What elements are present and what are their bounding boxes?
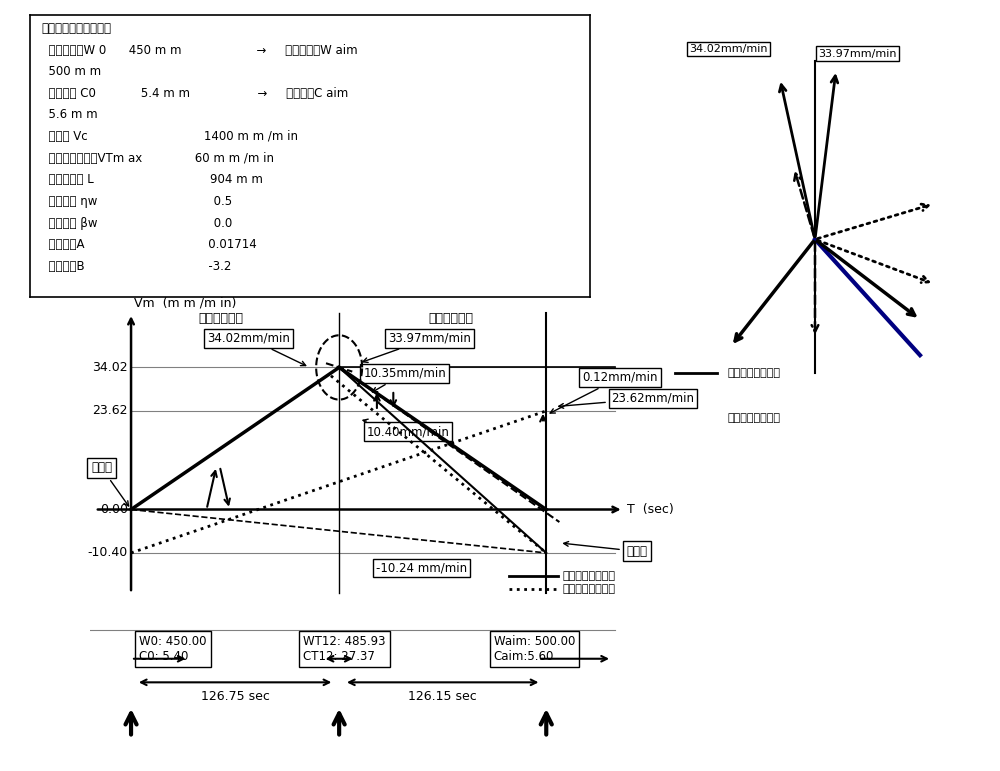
- Text: 拉速值 Vc                               1400 m m /m in: 拉速值 Vc 1400 m m /m in: [41, 130, 298, 143]
- Text: 调宽部件第一部分: 调宽部件第一部分: [563, 571, 616, 581]
- Text: 23.62: 23.62: [92, 404, 128, 417]
- Text: 126.15 sec: 126.15 sec: [408, 690, 477, 703]
- Text: 第一运动模式: 第一运动模式: [199, 311, 244, 325]
- Text: 33.97mm/min: 33.97mm/min: [363, 332, 471, 362]
- Text: 调宽部件第二部分: 调宽部件第二部分: [563, 584, 616, 594]
- Text: 初始锥度 C0            5.4 m m                  →     目标锥度C aim: 初始锥度 C0 5.4 m m → 目标锥度C aim: [41, 87, 348, 100]
- Text: 10.40mm/min: 10.40mm/min: [363, 419, 450, 438]
- Text: 结晶器长度 L                               904 m m: 结晶器长度 L 904 m m: [41, 173, 263, 187]
- Text: 34.02mm/min: 34.02mm/min: [689, 44, 768, 54]
- Text: 500 m m: 500 m m: [41, 66, 101, 78]
- Text: -10.40: -10.40: [88, 547, 128, 560]
- Text: 短距调宽模式（调大）: 短距调宽模式（调大）: [41, 22, 111, 35]
- Text: 34.02: 34.02: [92, 361, 128, 374]
- Text: 初始半宽度W 0      450 m m                    →     目标半宽度W aim: 初始半宽度W 0 450 m m → 目标半宽度W aim: [41, 43, 358, 56]
- Text: 33.97mm/min: 33.97mm/min: [818, 49, 897, 59]
- Text: 5.6 m m: 5.6 m m: [41, 109, 98, 122]
- Text: 调宽系数 ηw                               0.5: 调宽系数 ηw 0.5: [41, 195, 232, 208]
- Text: T  (sec): T (sec): [627, 503, 674, 516]
- Text: 调宽系数B                                 -3.2: 调宽系数B -3.2: [41, 260, 232, 273]
- Text: 23.62mm/min: 23.62mm/min: [559, 392, 694, 409]
- Text: 径向速度最大值VTm ax              60 m m /m in: 径向速度最大值VTm ax 60 m m /m in: [41, 152, 274, 165]
- Text: 调宽系数 βw                               0.0: 调宽系数 βw 0.0: [41, 217, 232, 230]
- Text: 调宽部件第二部分: 调宽部件第二部分: [728, 412, 780, 423]
- Text: 34.02mm/min: 34.02mm/min: [207, 332, 306, 365]
- Text: 调宽部件第一部分: 调宽部件第一部分: [728, 368, 780, 378]
- Text: 调宽系数A                                 0.01714: 调宽系数A 0.01714: [41, 238, 257, 251]
- Text: Waim: 500.00
Caim:5.60: Waim: 500.00 Caim:5.60: [494, 635, 575, 663]
- Text: 第二运动模式: 第二运动模式: [429, 311, 474, 325]
- Text: W0: 450.00
C0: 5.40: W0: 450.00 C0: 5.40: [139, 635, 207, 663]
- Text: 0.00: 0.00: [100, 503, 128, 516]
- Text: WT12: 485.93
CT12: 27.37: WT12: 485.93 CT12: 27.37: [303, 635, 386, 663]
- Text: 10.35mm/min: 10.35mm/min: [363, 367, 446, 392]
- Text: 开始点: 开始点: [91, 461, 129, 506]
- Text: 结束点: 结束点: [564, 541, 647, 557]
- Text: 126.75 sec: 126.75 sec: [201, 690, 270, 703]
- Text: 0.12mm/min: 0.12mm/min: [550, 371, 658, 413]
- Text: Vm  (m m /m in): Vm (m m /m in): [134, 296, 237, 309]
- Text: -10.24 mm/min: -10.24 mm/min: [376, 561, 467, 574]
